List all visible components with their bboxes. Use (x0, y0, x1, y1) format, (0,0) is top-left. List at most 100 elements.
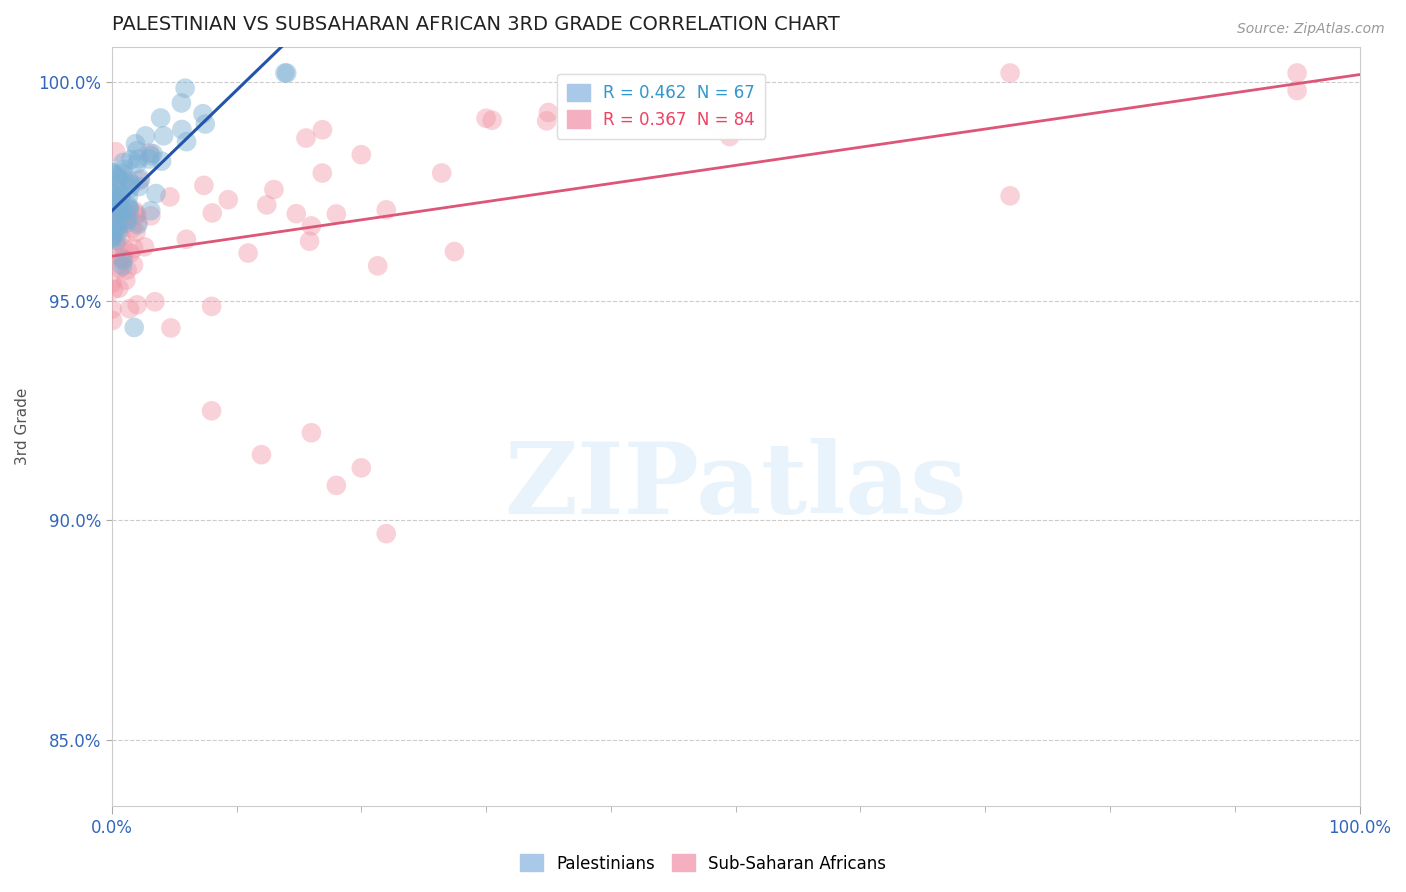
Point (998, 66, 1021, 80)
Point (114, 242, 136, 256)
Point (127, 218, 149, 232)
Point (276, 66, 298, 80)
Point (138, 145, 160, 160)
Point (193, 178, 215, 193)
Point (250, 448, 273, 462)
Point (104, 216, 127, 230)
Point (134, 240, 156, 254)
Point (127, 157, 149, 171)
Point (117, 199, 139, 213)
Point (107, 199, 129, 213)
Point (217, 193, 239, 207)
Point (143, 294, 166, 309)
Point (536, 114, 558, 128)
Point (122, 258, 145, 272)
Point (127, 152, 149, 166)
Point (122, 241, 145, 255)
Point (107, 171, 129, 186)
Point (101, 228, 124, 243)
Point (298, 234, 321, 248)
Point (112, 253, 135, 268)
Point (103, 211, 125, 226)
Point (263, 182, 285, 196)
Point (103, 223, 125, 237)
Point (170, 95, 193, 110)
Point (107, 206, 129, 220)
Point (160, 321, 183, 335)
Point (107, 219, 129, 234)
Point (443, 244, 465, 259)
Point (103, 283, 125, 297)
Point (201, 206, 224, 220)
Point (128, 173, 150, 187)
Point (101, 186, 124, 201)
Point (103, 223, 125, 237)
Point (107, 183, 129, 197)
Point (117, 208, 139, 222)
Point (115, 216, 138, 230)
Point (124, 136, 146, 151)
Point (176, 232, 198, 246)
Point (115, 208, 138, 222)
Point (107, 222, 129, 236)
Point (285, 207, 308, 221)
Point (139, 148, 162, 162)
Point (104, 202, 127, 216)
Point (104, 188, 127, 202)
Point (325, 478, 347, 492)
Point (112, 215, 135, 229)
Point (110, 217, 132, 231)
Point (108, 281, 131, 295)
Point (118, 202, 141, 216)
Point (110, 190, 132, 204)
Point (311, 122, 333, 136)
Point (112, 162, 135, 177)
Point (191, 106, 214, 120)
Point (256, 198, 278, 212)
Point (299, 425, 322, 440)
Point (375, 202, 398, 217)
Point (100, 225, 122, 239)
Point (101, 302, 124, 317)
Point (125, 144, 148, 158)
Text: PALESTINIAN VS SUBSAHARAN AFRICAN 3RD GRADE CORRELATION CHART: PALESTINIAN VS SUBSAHARAN AFRICAN 3RD GR… (111, 15, 839, 34)
Point (159, 190, 181, 204)
Point (104, 145, 127, 159)
Point (120, 246, 142, 260)
Point (170, 122, 193, 136)
Point (998, 189, 1021, 203)
Point (150, 154, 173, 169)
Point (145, 186, 167, 201)
Legend: R = 0.462  N = 67, R = 0.367  N = 84: R = 0.462 N = 67, R = 0.367 N = 84 (557, 74, 765, 138)
Point (104, 237, 127, 252)
Point (112, 155, 135, 169)
Point (311, 166, 333, 180)
Text: ZIPatlas: ZIPatlas (505, 438, 967, 535)
Point (105, 234, 128, 248)
Point (101, 231, 124, 245)
Point (200, 404, 222, 418)
Point (142, 146, 165, 161)
Point (111, 206, 134, 220)
Point (118, 202, 141, 216)
Point (124, 203, 146, 218)
Point (695, 116, 717, 130)
Point (111, 252, 134, 266)
Point (107, 224, 129, 238)
Point (115, 263, 138, 277)
Point (430, 166, 453, 180)
Point (481, 113, 503, 128)
Point (295, 131, 318, 145)
Point (710, 122, 733, 136)
Point (100, 277, 122, 291)
Point (128, 179, 150, 194)
Point (475, 112, 498, 126)
Point (114, 273, 136, 287)
Point (101, 182, 124, 196)
Point (129, 172, 152, 186)
Point (236, 246, 259, 260)
Point (718, 129, 741, 144)
Point (100, 187, 122, 202)
Point (176, 135, 198, 149)
Point (110, 250, 132, 264)
